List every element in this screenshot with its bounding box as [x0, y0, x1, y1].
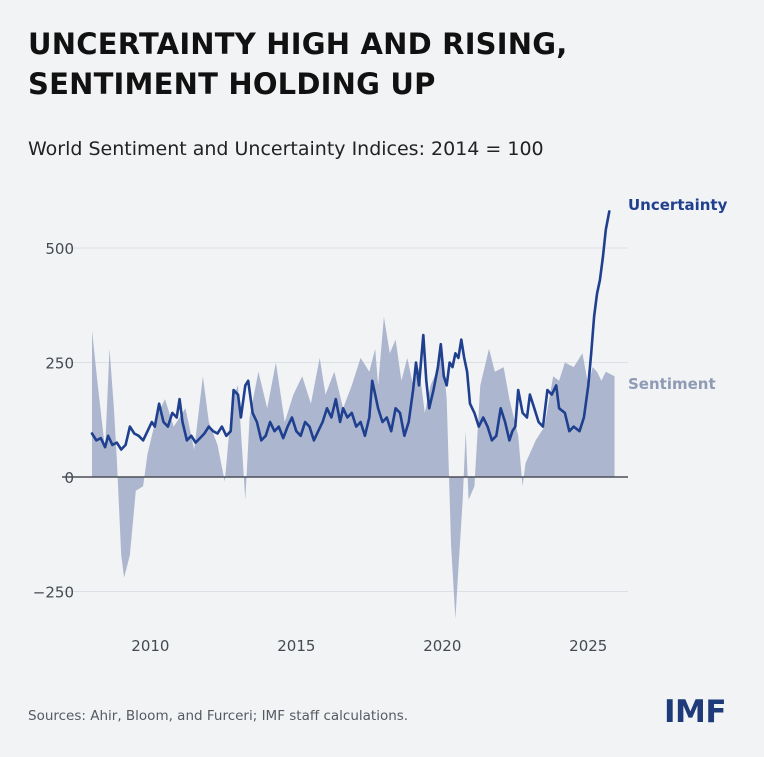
- y-tick-label: 0: [64, 469, 74, 487]
- x-tick-label: 2020: [423, 637, 461, 655]
- x-tick-label: 2025: [569, 637, 607, 655]
- chart-area: −250 0 250 500 2010 2015 2020 2025 Uncertainty Se…: [33, 196, 728, 655]
- imf-logo: IMF: [664, 694, 727, 730]
- y-tick-label: −250: [33, 584, 74, 602]
- sentiment-series-label: Sentiment: [628, 375, 716, 393]
- y-tick-label: 500: [45, 240, 74, 258]
- chart-subtitle: World Sentiment and Uncertainty Indices:…: [28, 138, 544, 160]
- y-tick-label: 250: [45, 355, 74, 373]
- chart-title: UNCERTAINTY HIGH AND RISING, SENTIMENT H…: [28, 24, 728, 104]
- source-note: Sources: Ahir, Bloom, and Furceri; IMF s…: [28, 708, 409, 724]
- x-tick-label: 2010: [131, 637, 169, 655]
- sentiment-area: [92, 316, 615, 619]
- chart-title-line-2: SENTIMENT HOLDING UP: [28, 67, 436, 101]
- uncertainty-series-label: Uncertainty: [628, 196, 728, 214]
- uncertainty-line: [90, 210, 611, 451]
- x-tick-label: 2015: [277, 637, 315, 655]
- chart-title-line-1: UNCERTAINTY HIGH AND RISING,: [28, 27, 568, 61]
